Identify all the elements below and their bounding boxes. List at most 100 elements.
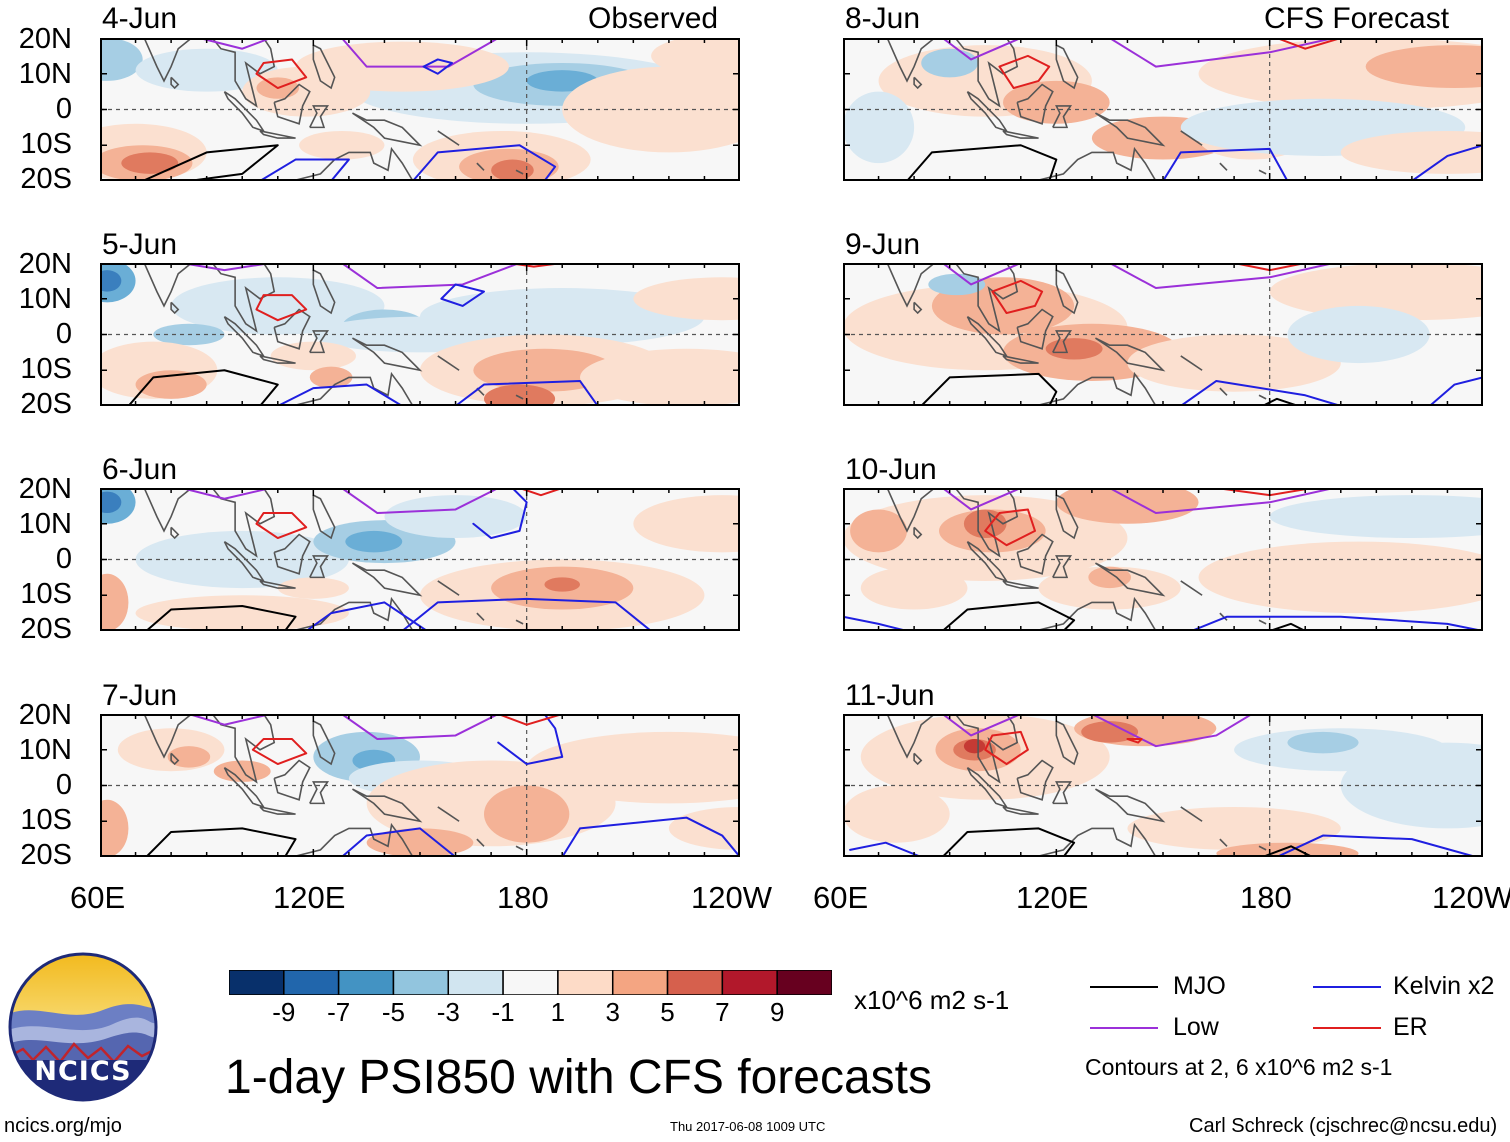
coastline [312, 720, 336, 766]
colorbar-tick-label: 7 [715, 997, 730, 1027]
coastline [1052, 781, 1073, 805]
lat-tick-label: 20N [18, 473, 72, 505]
coastline [1219, 838, 1228, 847]
map-panel-9-jun [843, 263, 1483, 406]
coastline [476, 838, 485, 847]
anomaly-shading [100, 491, 122, 514]
lon-tick-label: 120E [1016, 880, 1089, 915]
anomaly-shading [921, 48, 979, 78]
colorbar-tick-label: 5 [660, 997, 675, 1027]
coastline [954, 714, 1019, 784]
wave-contour [454, 379, 599, 406]
wave-contour [497, 714, 564, 766]
forecast-header: CFS Forecast [1264, 2, 1450, 35]
anomaly-shading [963, 739, 986, 754]
lat-tick-label: 20N [18, 23, 72, 55]
wave-contour [305, 601, 429, 631]
wave-contour [251, 738, 308, 766]
anomaly-shading [843, 91, 915, 164]
wave-contour [187, 714, 272, 726]
coastline [273, 308, 311, 350]
anomaly-shading [580, 348, 740, 406]
coastline [1180, 806, 1203, 822]
wave-contour [422, 58, 453, 75]
wave-contour [1275, 834, 1477, 857]
wave-contour [920, 372, 1058, 406]
wave-contour [1179, 379, 1342, 406]
wave-contour [1428, 376, 1483, 406]
anomaly-shading [384, 495, 527, 539]
coastline [954, 263, 1019, 333]
lat-tick-label: 10S [20, 353, 72, 385]
colorbar-swatch [447, 969, 504, 996]
wave-contour [1190, 615, 1483, 631]
coastline [437, 806, 460, 822]
panel-date-title: 9-Jun [845, 228, 921, 261]
coastline [1258, 845, 1267, 851]
anomaly-shading [345, 530, 403, 553]
coastline [913, 752, 923, 766]
anomaly-shading [277, 577, 349, 599]
coastline [291, 371, 414, 406]
lat-tick-label: 10N [18, 734, 72, 766]
coastline [966, 540, 1009, 583]
anomaly-shading [1045, 338, 1103, 360]
wave-contour [145, 827, 297, 857]
lon-tick-label: 120W [1432, 880, 1510, 915]
footer-url[interactable]: ncics.org/mjo [4, 1115, 122, 1137]
lon-tick-label: 60E [813, 880, 869, 915]
coastline [223, 315, 266, 358]
wave-contour [941, 263, 1022, 286]
wave-contour [340, 263, 521, 290]
coastline [259, 806, 296, 815]
colorbar-swatch [283, 969, 340, 996]
colorbar-tick-label: -1 [491, 997, 515, 1027]
coastline [913, 76, 923, 90]
anomaly-shading [633, 277, 740, 321]
anomaly-shading [100, 38, 143, 81]
coastline [170, 301, 180, 315]
coastline [515, 845, 524, 851]
anomaly-shading [843, 785, 950, 843]
anomaly-shading [651, 38, 740, 78]
coastline [1258, 394, 1267, 400]
wave-contour [941, 714, 1022, 737]
legend-label-low: Low [1173, 1013, 1219, 1041]
coastline [515, 394, 524, 400]
panel-date-title: 6-Jun [102, 453, 178, 486]
lat-tick-label: 10N [18, 283, 72, 315]
coastline [1016, 759, 1054, 801]
map-panel-7-jun [100, 714, 740, 857]
legend-label-kelvin: Kelvin x2 [1393, 972, 1495, 1000]
coastline [170, 752, 180, 766]
coastline [1052, 330, 1073, 354]
coastline [170, 76, 180, 90]
coastline [223, 540, 266, 583]
legend-label-er: ER [1393, 1013, 1428, 1041]
wave-contour [259, 158, 350, 181]
coastline [515, 169, 524, 175]
anomaly-shading [121, 152, 179, 174]
footer-timestamp: Thu 2017-06-08 1009 UTC [670, 1119, 826, 1134]
wave-contour [180, 263, 272, 272]
colorbar-tick-label: -9 [272, 997, 296, 1027]
coastline [1052, 555, 1073, 579]
wave-contour [849, 841, 923, 857]
legend-line-er [1313, 1027, 1381, 1029]
wave-contour [561, 816, 740, 857]
coastline [223, 766, 266, 809]
coastline [309, 105, 330, 129]
panel-date-title: 5-Jun [102, 228, 178, 261]
wave-contour [941, 488, 1022, 511]
wave-contour [941, 38, 1022, 61]
coastline [211, 488, 276, 558]
wave-contour [1108, 38, 1335, 68]
coastline [351, 337, 423, 372]
lon-tick-label: 60E [70, 880, 126, 915]
wave-contour [1268, 622, 1307, 631]
coastline [351, 112, 423, 147]
colorbar-swatch [392, 969, 450, 996]
colorbar-swatch [721, 969, 778, 996]
anomaly-shading [309, 366, 353, 389]
wave-contour [440, 283, 485, 307]
